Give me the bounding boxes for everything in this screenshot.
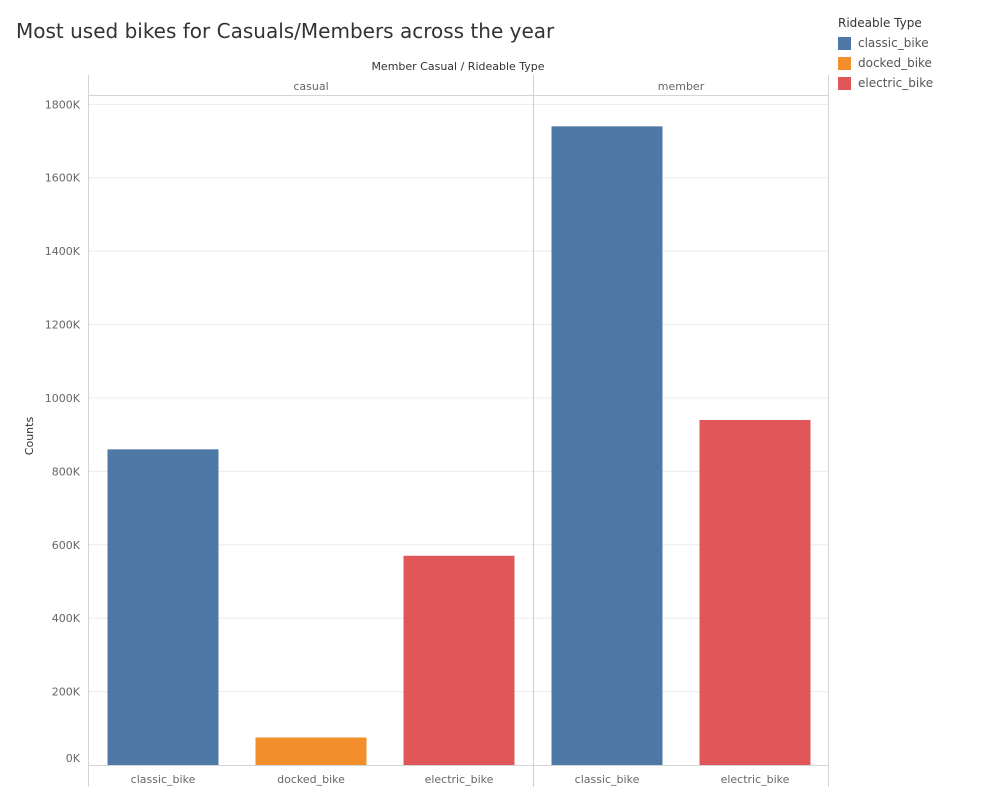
x-tick-label: electric_bike	[721, 773, 790, 786]
y-tick-label: 800K	[52, 465, 81, 478]
y-tick-label: 1600K	[45, 172, 81, 185]
y-tick-label: 200K	[52, 686, 81, 699]
legend-swatch	[838, 56, 851, 70]
legend-swatch	[838, 36, 851, 50]
x-tick-label: docked_bike	[277, 773, 345, 786]
x-tick-label: classic_bike	[131, 773, 196, 786]
y-tick-label: 1200K	[45, 319, 81, 332]
bar	[107, 449, 219, 765]
y-tick-label: 600K	[52, 539, 81, 552]
column-header-label: Member Casual / Rideable Type	[371, 60, 544, 73]
legend-label: docked_bike	[858, 56, 932, 70]
y-tick-label: 1400K	[45, 245, 81, 258]
panel-header-label: member	[658, 80, 705, 93]
y-tick-label: 1800K	[45, 98, 81, 111]
legend-item-electric-bike[interactable]: electric_bike	[838, 73, 933, 93]
y-tick-label: 1000K	[45, 392, 81, 405]
legend-label: classic_bike	[858, 36, 929, 50]
bar	[255, 737, 367, 765]
chart-title: Most used bikes for Casuals/Members acro…	[16, 19, 555, 43]
legend-title: Rideable Type	[838, 16, 922, 30]
legend-item-classic-bike[interactable]: classic_bike	[838, 33, 933, 53]
panel-header-label: casual	[293, 80, 328, 93]
bar	[551, 126, 663, 765]
y-tick-label: 0K	[66, 752, 81, 765]
y-axis-label: Counts	[23, 417, 36, 456]
legend-label: electric_bike	[858, 76, 934, 90]
legend: Rideable Type classic_bike docked_bike e…	[838, 16, 933, 93]
x-tick-label: electric_bike	[425, 773, 494, 786]
y-tick-label: 400K	[52, 612, 81, 625]
x-tick-label: classic_bike	[575, 773, 640, 786]
bar	[699, 419, 811, 765]
legend-item-docked-bike[interactable]: docked_bike	[838, 53, 933, 73]
bar	[403, 555, 515, 765]
legend-swatch	[838, 76, 851, 90]
